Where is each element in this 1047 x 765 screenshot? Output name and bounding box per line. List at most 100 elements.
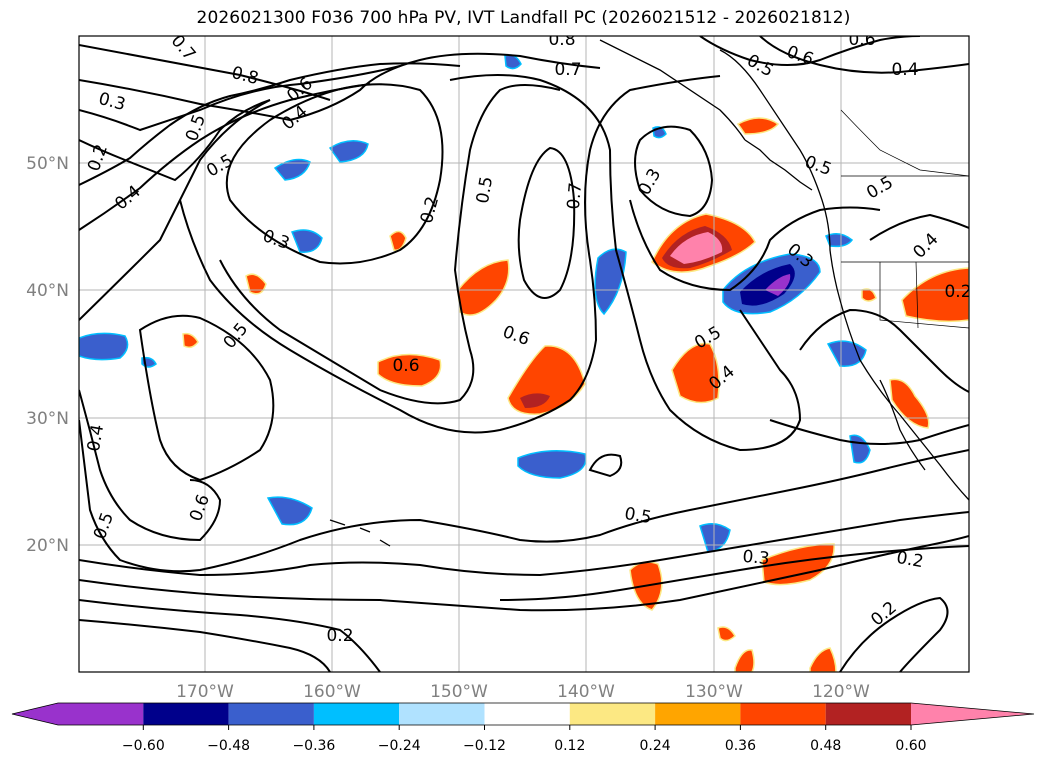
contour-line [79, 99, 271, 321]
contour-line [799, 308, 969, 393]
shade-blob [182, 332, 199, 349]
shade-blob [825, 233, 854, 248]
lat-label: 50°N [26, 154, 69, 174]
contour-label: 0.2 [326, 626, 353, 646]
contour-line [79, 419, 969, 573]
colorbar-tick-label: 0.60 [895, 738, 926, 754]
shade-blob [517, 450, 587, 479]
contour-line [699, 36, 921, 66]
coastline-bc [744, 139, 813, 191]
lon-label: 160°W [303, 682, 361, 702]
colorbar-segment [143, 703, 229, 725]
shade-blob [328, 140, 369, 163]
contour-line [138, 314, 275, 482]
lat-label: 30°N [26, 409, 69, 429]
shade-blob [717, 626, 736, 642]
colorbar-segment [484, 703, 570, 725]
contour-line [79, 511, 969, 577]
contour-label: 0.2 [895, 548, 925, 572]
contour-line [225, 83, 444, 265]
contour-line [79, 389, 222, 542]
lat-labels: 50°N 40°N 30°N 20°N [26, 154, 69, 556]
colorbar-segment [399, 703, 485, 725]
contour-label: 0.3 [742, 547, 771, 569]
shade-blob [389, 230, 407, 251]
colorbar-tick-label: −0.48 [207, 738, 250, 754]
contour-line [769, 419, 969, 445]
shade-blob [79, 332, 129, 361]
map-title: 2026021300 F036 700 hPa PV, IVT Landfall… [196, 8, 851, 28]
shade-blob [861, 288, 877, 302]
contour-line [449, 74, 802, 452]
contour-label: 0.6 [392, 356, 419, 376]
colorbar-segment [569, 703, 656, 725]
colorbar-tick-label: −0.12 [463, 738, 506, 754]
colorbar-segment [740, 703, 826, 725]
contour-line [517, 146, 576, 299]
colorbar: −0.60 −0.48 −0.36 −0.24 −0.12 0.12 0.24 … [11, 702, 1035, 754]
contour-line [79, 619, 331, 672]
shade-blob [736, 117, 780, 135]
contour-label: 0.7 [554, 60, 581, 80]
colorbar-tick-label: 0.12 [554, 738, 585, 754]
gridlines [79, 36, 969, 672]
lat-label: 20°N [26, 536, 69, 556]
coastline-islands [329, 519, 391, 547]
contour-line [79, 99, 271, 182]
colorbar-tick-label: 0.36 [725, 738, 756, 754]
shade-blob [291, 229, 323, 253]
contour-line [219, 84, 561, 405]
shade-blob [670, 232, 723, 264]
map-frame [78, 35, 970, 673]
shade-blob [734, 649, 755, 672]
contour-line [79, 44, 331, 101]
colorbar-segment [313, 703, 400, 725]
contour-line [79, 65, 401, 132]
borders [840, 109, 969, 329]
colorbar-segment [655, 703, 741, 725]
lon-label: 140°W [557, 682, 615, 702]
shade-blob [809, 647, 837, 672]
shade-blob [245, 273, 267, 295]
contour-line [588, 453, 623, 478]
colorbar-tick-label: 0.48 [810, 738, 841, 754]
shade-blob [520, 393, 550, 408]
contour-label: 0.2 [944, 282, 971, 302]
contour-line [79, 52, 601, 122]
colorbar-tick-label: −0.36 [292, 738, 335, 754]
contour-line [79, 535, 969, 612]
colorbar-tick-label: −0.24 [378, 738, 421, 754]
lon-label: 170°W [176, 682, 234, 702]
colorbar-segment [825, 703, 911, 725]
contour-line [79, 83, 371, 231]
contour-label: 0.5 [473, 175, 497, 205]
contour-line [634, 125, 714, 218]
lon-label: 150°W [430, 682, 488, 702]
shade-blob [457, 259, 510, 316]
contour-line [79, 62, 461, 186]
colorbar-under-triangle [12, 703, 58, 725]
shade-blob [273, 158, 311, 181]
contour-label: 0.6 [848, 30, 875, 50]
colorbar-ticks [142, 725, 912, 730]
lon-label: 130°W [685, 682, 743, 702]
contour-line [839, 596, 949, 672]
lon-labels: 170°W 160°W 150°W 140°W 130°W 120°W [176, 682, 870, 702]
coastline-alaska [599, 39, 746, 141]
contour-label: 0.5 [623, 504, 653, 528]
shade-blob [761, 543, 835, 586]
colorbar-segment [228, 703, 314, 725]
contour-line [499, 545, 969, 601]
shade-blob [671, 342, 720, 404]
contour-label: 0.4 [84, 423, 108, 453]
lon-label: 120°W [812, 682, 870, 702]
shade-blob [889, 378, 930, 429]
border-states [840, 109, 969, 329]
contour-line [179, 75, 721, 434]
pv-contours [79, 36, 969, 672]
contour-label: 0.8 [548, 30, 575, 50]
shade-blob [377, 353, 442, 387]
contour-label: 0.7 [564, 182, 586, 211]
lat-label: 40°N [26, 281, 69, 301]
